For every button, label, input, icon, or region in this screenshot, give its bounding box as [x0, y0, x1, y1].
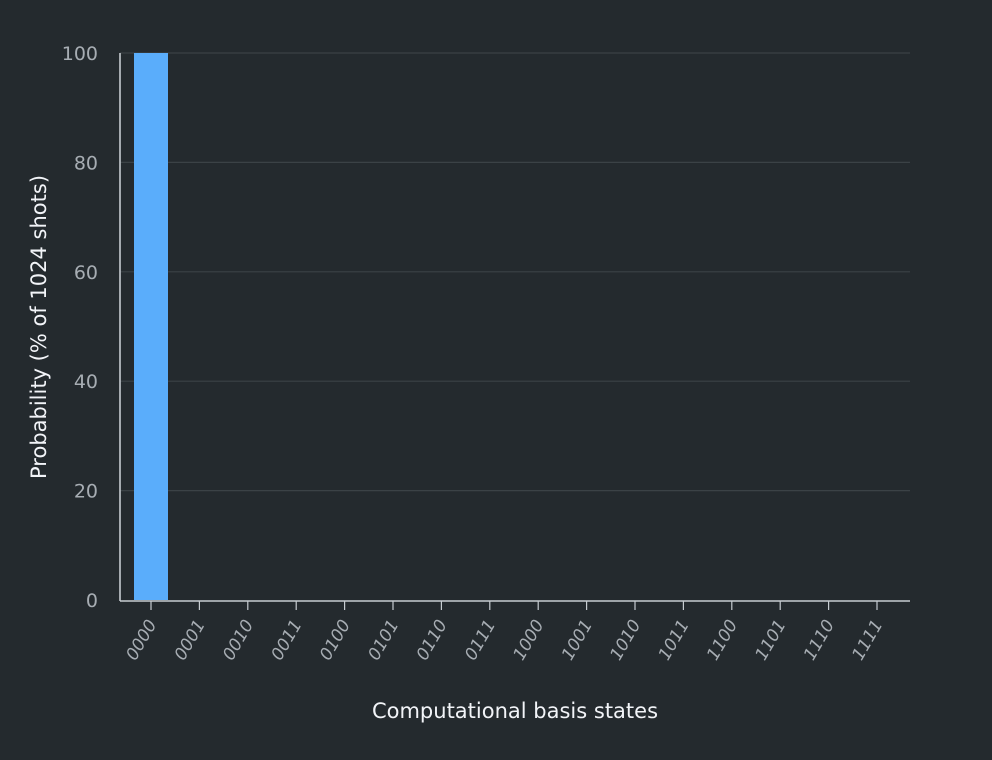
x-tick-label-1000: 1000	[510, 617, 549, 664]
y-tick-label: 20	[74, 481, 98, 503]
y-tick-label: 100	[62, 43, 98, 65]
x-tick-label-1101: 1101	[752, 617, 791, 664]
grid-lines	[120, 52, 910, 492]
x-axis-title: Computational basis states	[372, 699, 658, 723]
x-tick-labels: 0000 0001 0010 0011 0100 0101 0110 0111 1000 1001…	[122, 617, 887, 664]
x-tick-label-0110: 0110	[413, 617, 452, 664]
x-tick-label-0111: 0111	[461, 617, 500, 664]
x-tick-label-1111: 1111	[848, 617, 887, 664]
y-tick-labels: 0 20 40 60 80 100	[62, 43, 98, 612]
y-tick-label: 60	[74, 262, 98, 284]
bars	[134, 53, 168, 600]
y-tick-label: 0	[86, 590, 98, 612]
x-tick-label-0100: 0100	[316, 617, 355, 664]
x-tick-label-0001: 0001	[171, 617, 210, 664]
x-tick-label-1010: 1010	[606, 617, 645, 664]
bar-0000	[134, 53, 168, 600]
x-tick-label-1001: 1001	[558, 617, 597, 664]
y-axis-title: Probability (% of 1024 shots)	[27, 175, 51, 479]
axes	[119, 53, 910, 610]
y-tick-label: 80	[74, 152, 98, 174]
x-tick-label-0011: 0011	[268, 617, 307, 664]
x-tick-label-1011: 1011	[655, 617, 694, 664]
x-tick-label-0010: 0010	[219, 617, 258, 664]
y-tick-label: 40	[74, 371, 98, 393]
x-tick-label-0101: 0101	[364, 617, 403, 664]
x-tick-label-0000: 0000	[122, 617, 161, 664]
x-tick-label-1100: 1100	[703, 617, 742, 664]
x-tick-label-1110: 1110	[800, 617, 839, 664]
